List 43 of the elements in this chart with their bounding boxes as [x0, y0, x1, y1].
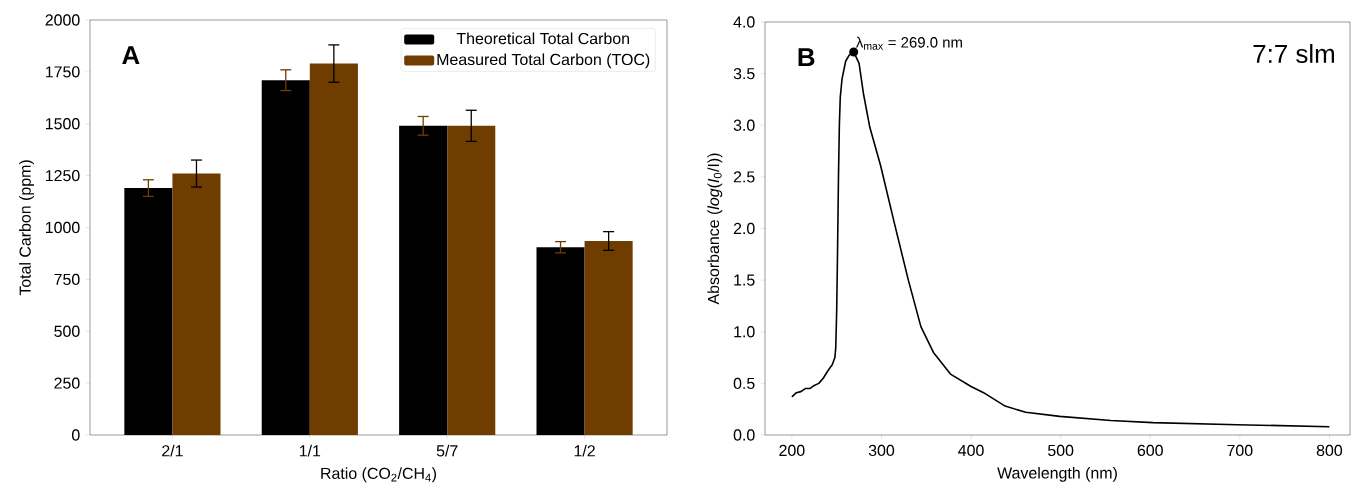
y-tick-label: 1.0 [734, 326, 755, 338]
x-tick-label: 800 [1316, 444, 1343, 457]
annotation: 7:7 slm [1253, 44, 1334, 64]
y-tick-label: 3.5 [733, 67, 755, 80]
y-tick-label: 2.5 [733, 171, 755, 183]
annotation: A [122, 46, 140, 65]
y-axis-title: Total Carbon (ppm) [19, 160, 34, 296]
bar [309, 63, 358, 435]
y-tick-label: 2000 [45, 14, 80, 26]
x-tick-label: 500 [1047, 444, 1074, 457]
bar [172, 173, 221, 435]
y-tick-label: 1500 [45, 118, 80, 130]
y-tick-label: 0.5 [733, 377, 755, 390]
x-tick-label: 700 [1227, 444, 1253, 457]
y-tick-label: 4.0 [733, 16, 755, 28]
x-tick-label: 1/1 [299, 444, 321, 457]
legend-label: Measured Total Carbon (TOC) [437, 53, 650, 69]
y-tick-label: 250 [54, 377, 80, 389]
x-tick-label: 5/7 [436, 444, 458, 457]
y-tick-label: 2.0 [733, 222, 755, 235]
y-tick-label: 0 [72, 429, 80, 441]
y-tick-label: 1250 [45, 169, 80, 182]
x-tick-label: 300 [868, 444, 895, 457]
annotation: λ$_{max}$ = 269.0 nm [856, 36, 962, 50]
bar [447, 125, 496, 435]
y-tick-label: 1750 [45, 66, 80, 78]
x-tick-label: 2/1 [162, 444, 183, 457]
y-tick-label: 3.0 [733, 119, 755, 131]
x-tick-label: 200 [779, 444, 805, 457]
x-tick-label: 600 [1137, 444, 1163, 457]
y-tick-label: 750 [54, 273, 80, 286]
y-axis-title: Absorbance (log(I$_{0}$/I)) [707, 153, 723, 305]
annotation: B [798, 48, 815, 66]
y-tick-label: 0.0 [733, 429, 755, 441]
y-tick-label: 500 [54, 325, 80, 337]
bar [584, 240, 633, 435]
x-axis-title: Ratio (CO$_{2}$/CH$_{4}$) [321, 467, 437, 483]
y-tick-label: 1.5 [734, 274, 755, 286]
x-tick-label: 1/2 [574, 444, 595, 457]
x-axis-title: Wavelength (nm) [997, 466, 1117, 482]
y-tick-label: 1000 [45, 221, 80, 234]
x-tick-label: 400 [958, 444, 984, 457]
legend-label: Theoretical Total Carbon [456, 32, 629, 45]
